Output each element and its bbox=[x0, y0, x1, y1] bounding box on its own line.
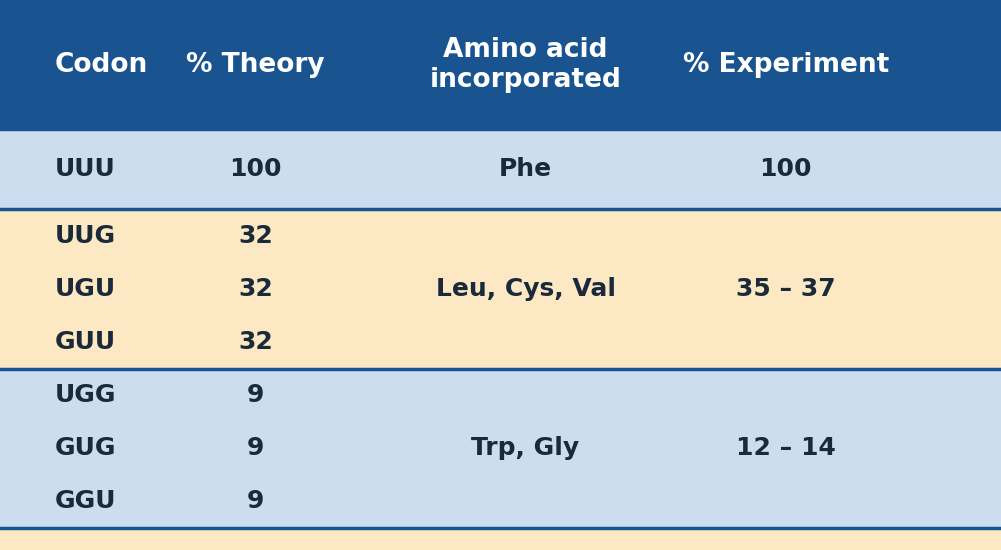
Text: GGU: GGU bbox=[55, 490, 116, 513]
Text: Phe: Phe bbox=[498, 157, 553, 181]
Bar bbox=[0, 129, 1001, 209]
Text: % Experiment: % Experiment bbox=[683, 52, 889, 78]
Text: 9: 9 bbox=[246, 490, 264, 513]
Text: 9: 9 bbox=[246, 383, 264, 407]
Text: 12 – 14: 12 – 14 bbox=[736, 436, 836, 460]
Bar bbox=[0, 209, 1001, 368]
Text: UGU: UGU bbox=[55, 277, 116, 301]
Text: Trp, Gly: Trp, Gly bbox=[471, 436, 580, 460]
Text: 35 – 37: 35 – 37 bbox=[736, 277, 836, 301]
Text: 100: 100 bbox=[229, 157, 281, 181]
Text: Amino acid
incorporated: Amino acid incorporated bbox=[429, 37, 622, 92]
Bar bbox=[0, 368, 1001, 528]
Text: UUG: UUG bbox=[55, 224, 116, 248]
Text: UUU: UUU bbox=[55, 157, 116, 181]
Text: UGG: UGG bbox=[55, 383, 116, 407]
Text: % Theory: % Theory bbox=[186, 52, 324, 78]
Text: Codon: Codon bbox=[55, 52, 148, 78]
Bar bbox=[0, 528, 1001, 550]
Text: 32: 32 bbox=[238, 330, 272, 354]
Text: 9: 9 bbox=[246, 436, 264, 460]
Text: 100: 100 bbox=[760, 157, 812, 181]
Text: GUU: GUU bbox=[55, 330, 116, 354]
Text: Leu, Cys, Val: Leu, Cys, Val bbox=[435, 277, 616, 301]
Text: GUG: GUG bbox=[55, 436, 116, 460]
Text: 32: 32 bbox=[238, 224, 272, 248]
Text: 32: 32 bbox=[238, 277, 272, 301]
Bar bbox=[0, 0, 1001, 129]
